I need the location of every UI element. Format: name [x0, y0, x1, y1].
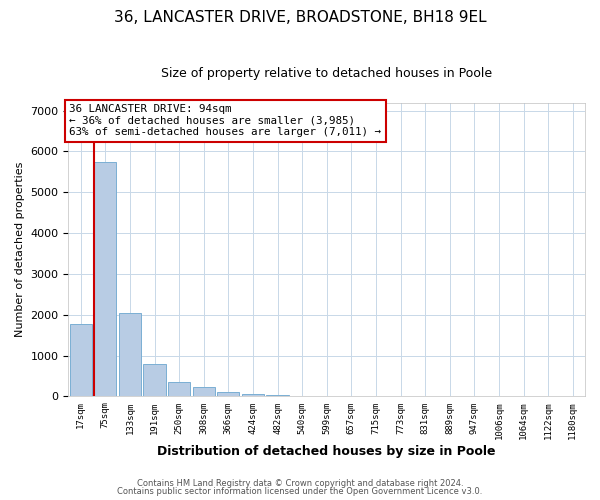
Bar: [143, 364, 166, 396]
Text: Contains public sector information licensed under the Open Government Licence v3: Contains public sector information licen…: [118, 487, 482, 496]
Bar: [266, 395, 289, 396]
Bar: [242, 394, 264, 396]
Bar: [119, 313, 141, 396]
Bar: [70, 324, 92, 396]
Bar: [168, 382, 190, 396]
Text: 36, LANCASTER DRIVE, BROADSTONE, BH18 9EL: 36, LANCASTER DRIVE, BROADSTONE, BH18 9E…: [113, 10, 487, 25]
Bar: [193, 388, 215, 396]
Bar: [217, 392, 239, 396]
Bar: [94, 162, 116, 396]
Title: Size of property relative to detached houses in Poole: Size of property relative to detached ho…: [161, 68, 492, 80]
Text: Contains HM Land Registry data © Crown copyright and database right 2024.: Contains HM Land Registry data © Crown c…: [137, 478, 463, 488]
Y-axis label: Number of detached properties: Number of detached properties: [15, 162, 25, 337]
X-axis label: Distribution of detached houses by size in Poole: Distribution of detached houses by size …: [157, 444, 496, 458]
Text: 36 LANCASTER DRIVE: 94sqm
← 36% of detached houses are smaller (3,985)
63% of se: 36 LANCASTER DRIVE: 94sqm ← 36% of detac…: [70, 104, 382, 137]
